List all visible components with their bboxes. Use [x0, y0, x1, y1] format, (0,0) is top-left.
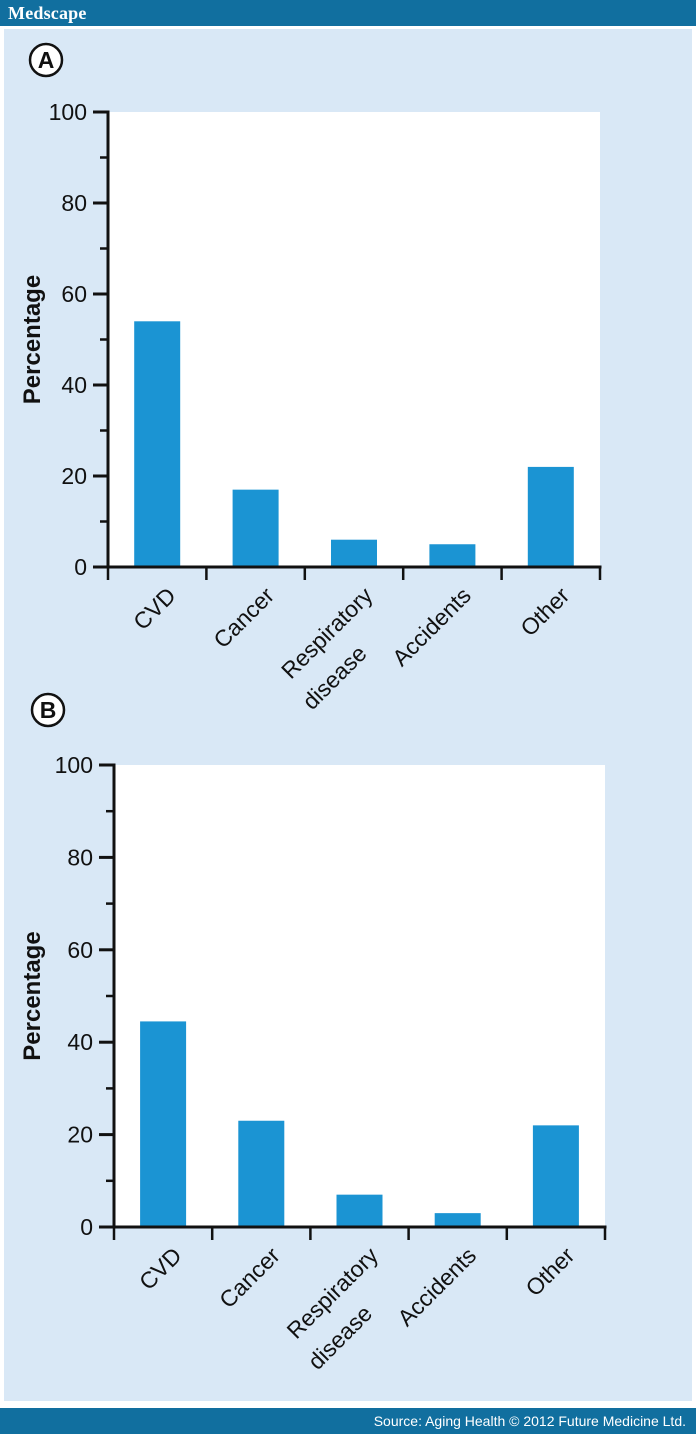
x-category-label: CVD	[134, 1242, 187, 1295]
bar-accidents	[434, 1213, 481, 1227]
y-tick-label: 60	[67, 937, 93, 963]
figure-body: 0 20 40 60 80 100 CVD Cancer Respiratory disease A…	[4, 29, 692, 1401]
bar-cancer	[232, 489, 279, 567]
x-category-label: Cancer	[208, 582, 279, 653]
source-text: Source: Aging Health © 2012 Future Medic…	[373, 1413, 686, 1429]
y-tick-label: 40	[61, 372, 87, 398]
y-tick-label: 60	[61, 281, 87, 307]
y-tick-label: 0	[74, 554, 87, 580]
panel-a-letter: A	[38, 47, 55, 73]
bar-respiratory-disease	[331, 539, 377, 567]
x-category-label: Accidents	[387, 582, 476, 671]
source-footer: Source: Aging Health © 2012 Future Medic…	[0, 1408, 696, 1434]
y-tick-label: 80	[61, 190, 87, 216]
panel-b-badge	[30, 692, 66, 728]
y-tick-label: 0	[80, 1214, 93, 1240]
bar-cvd	[134, 321, 181, 567]
y-tick-label: 40	[67, 1029, 93, 1055]
bar-other	[527, 466, 574, 567]
plot-area	[114, 765, 605, 1227]
panel-b-letter: B	[40, 697, 57, 723]
y-axis-title: Percentage	[19, 275, 46, 404]
medscape-logo: Medscape	[8, 2, 87, 23]
bar-respiratory-disease	[336, 1194, 383, 1227]
x-category-label: Other	[520, 1242, 579, 1301]
y-tick-label: 100	[49, 99, 87, 125]
panel-a-badge	[28, 42, 64, 78]
y-tick-label: 80	[67, 844, 93, 870]
y-tick-label: 20	[61, 463, 87, 489]
bar-cancer	[238, 1120, 285, 1227]
x-category-label: Accidents	[392, 1242, 481, 1331]
y-tick-label: 100	[55, 752, 93, 778]
bar-accidents	[429, 544, 476, 567]
x-category-label: CVD	[128, 582, 181, 635]
bar-other	[532, 1125, 579, 1227]
y-tick-label: 20	[67, 1122, 93, 1148]
plot-area	[108, 112, 600, 567]
bar-cvd	[140, 1021, 187, 1227]
y-axis-title: Percentage	[19, 931, 46, 1060]
x-category-label: Other	[515, 582, 574, 641]
x-category-label: Cancer	[214, 1242, 285, 1313]
medscape-header: Medscape	[0, 0, 696, 26]
